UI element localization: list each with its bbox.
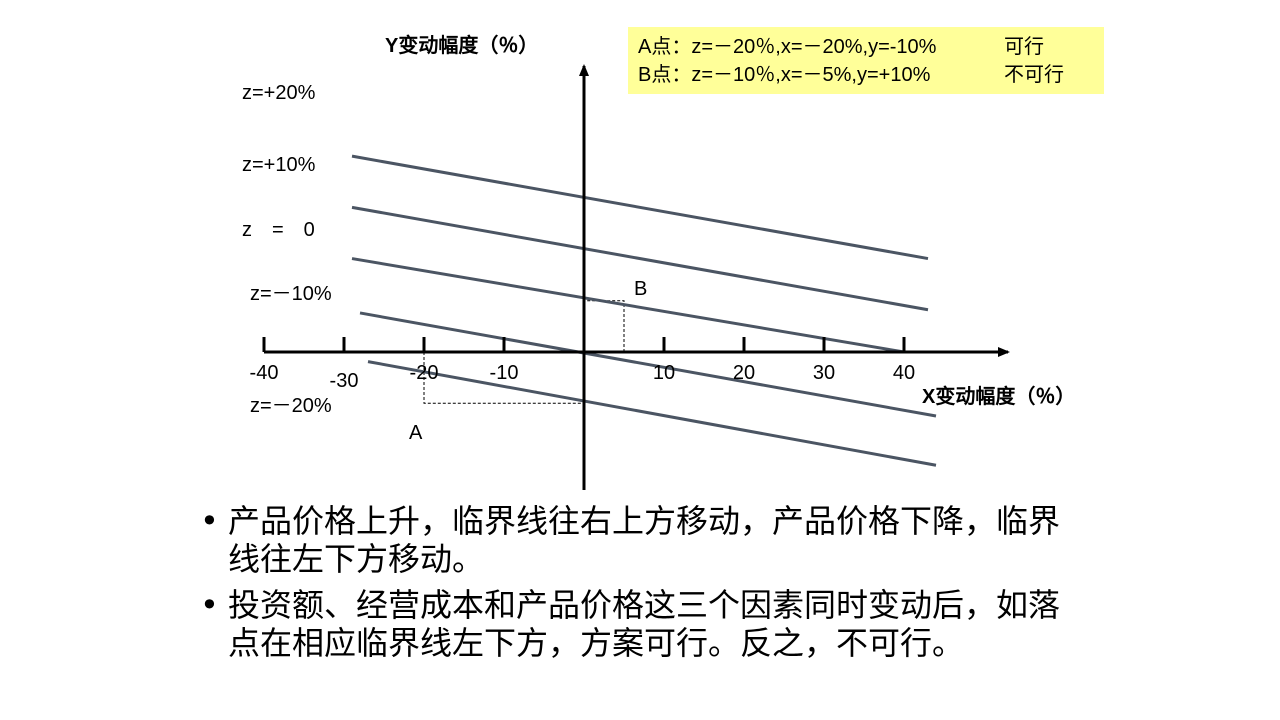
info-text: B点：z=－10％,x=－5%,y=+10% [638, 64, 931, 86]
chart: -40 -30 -20 -10 10 20 30 40 z=+20% z=+10% z = 0 z=… [242, 33, 1075, 490]
series-line [351, 257, 905, 354]
x-tick-label: -30 [330, 370, 359, 392]
x-tick-label: 20 [733, 362, 755, 384]
series-label: z = 0 [242, 219, 315, 241]
bullet-text: 投资额、经营成本和产品价格这三个因素同时变动后，如落点在相应临界线左下方，方案可… [228, 586, 1061, 662]
series-line [359, 311, 937, 418]
series-line [351, 154, 929, 261]
series-label: z=－10% [250, 283, 332, 305]
bullet-item: • 产品价格上升，临界线往右上方移动，产品价格下降，临界线往左下方移动。 [200, 502, 1080, 578]
point-guide [584, 300, 625, 352]
x-tick-label: -10 [490, 362, 519, 384]
y-axis-label: Y变动幅度（％） [385, 33, 538, 57]
series-line [351, 205, 929, 312]
point-label: A [409, 422, 423, 444]
bullet-list: • 产品价格上升，临界线往右上方移动，产品价格下降，临界线往左下方移动。 • 投… [200, 502, 1080, 670]
series-label: z=+20% [242, 82, 316, 104]
bullet-text: 产品价格上升，临界线往右上方移动，产品价格下降，临界线往左下方移动。 [228, 502, 1061, 578]
bullet-marker: • [200, 502, 219, 540]
x-tick-label: 40 [893, 362, 915, 384]
x-tick-label: -20 [410, 362, 439, 384]
series-label: z=+10% [242, 154, 316, 176]
info-row-a: A点：z=－20％,x=－20%,y=-10% 可行 [638, 33, 1094, 61]
x-tick-label: 10 [653, 362, 675, 384]
series-label: z=－20% [250, 395, 332, 417]
x-tick-label: 30 [813, 362, 835, 384]
series-line [367, 360, 937, 467]
point-guide [423, 352, 584, 404]
point-label: B [634, 278, 647, 300]
bullet-marker: • [200, 586, 219, 624]
info-text: A点：z=－20％,x=－20%,y=-10% [638, 36, 937, 58]
x-axis-label: X变动幅度（％） [922, 384, 1075, 408]
info-status: 不可行 [1004, 64, 1064, 86]
info-row-b: B点：z=－10％,x=－5%,y=+10% 不可行 [638, 61, 1094, 89]
info-status: 可行 [1004, 36, 1044, 58]
bullet-item: • 投资额、经营成本和产品价格这三个因素同时变动后，如落点在相应临界线左下方，方… [200, 586, 1080, 662]
x-tick-label: -40 [250, 362, 279, 384]
info-box: A点：z=－20％,x=－20%,y=-10% 可行 B点：z=－10％,x=－… [628, 27, 1104, 94]
